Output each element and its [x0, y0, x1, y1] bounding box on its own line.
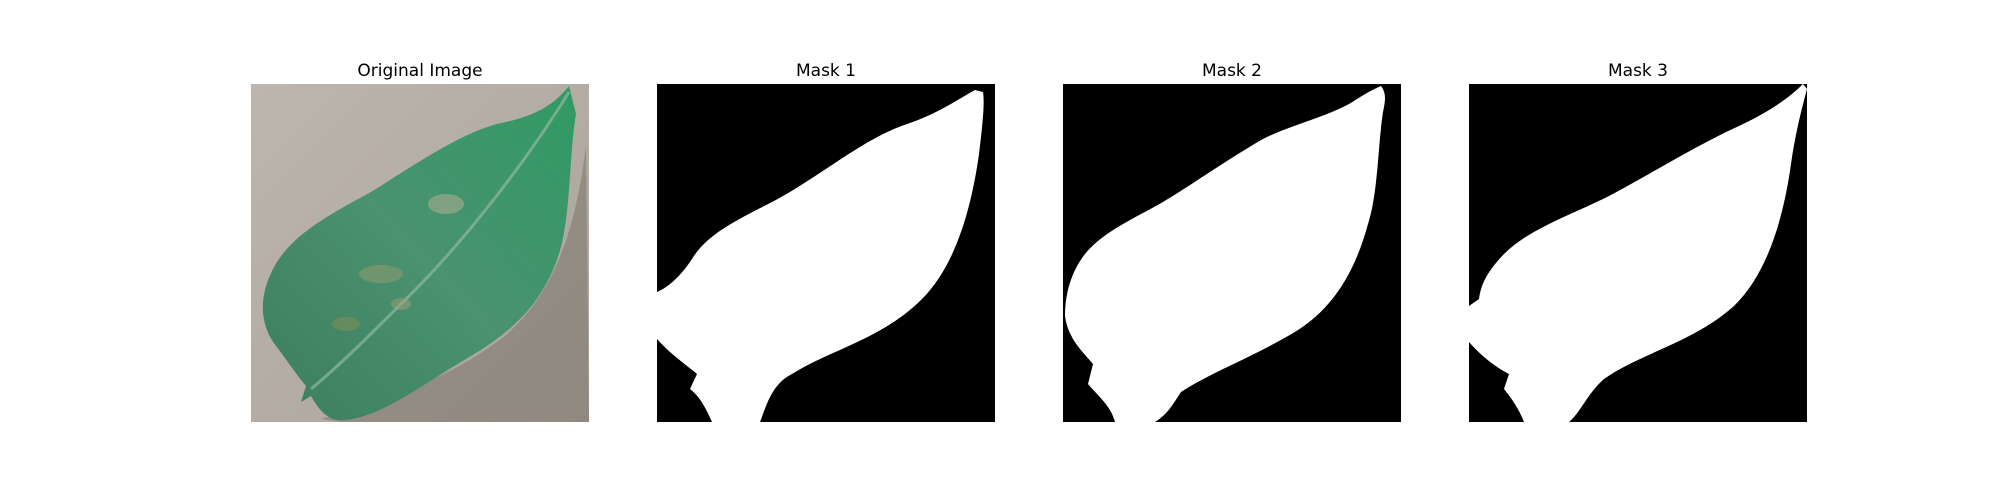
lesion-spot — [332, 317, 360, 331]
panel-title-original: Original Image — [357, 61, 483, 81]
leaf-midrib — [310, 91, 571, 391]
panel-mask-2: Mask 2 — [1063, 58, 1401, 422]
mask-3-silhouette — [1469, 84, 1807, 422]
mask-2-silhouette — [1063, 84, 1401, 422]
panel-title-mask-2: Mask 2 — [1201, 61, 1262, 81]
panel-original: Original Image — [251, 58, 589, 422]
panel-title-mask-1: Mask 1 — [795, 61, 856, 81]
panel-mask-3: Mask 3 — [1469, 58, 1807, 422]
mask-2-image — [1063, 84, 1401, 422]
mask-1-image — [657, 84, 995, 422]
leaf-shape — [262, 86, 576, 421]
panel-title-mask-3: Mask 3 — [1607, 61, 1668, 81]
lesion-spot — [391, 298, 411, 310]
mask-foreground — [657, 90, 984, 422]
lesion-spot — [359, 265, 403, 283]
mask-foreground — [1469, 84, 1807, 422]
original-leaf-photo — [251, 84, 589, 422]
panel-mask-1: Mask 1 — [657, 58, 995, 422]
mask-3-image — [1469, 84, 1807, 422]
mask-foreground — [1065, 86, 1385, 422]
mask-1-silhouette — [657, 84, 995, 422]
leaf-shadow — [321, 144, 589, 422]
lesion-spot — [428, 194, 464, 214]
original-leaf-image — [251, 84, 589, 422]
